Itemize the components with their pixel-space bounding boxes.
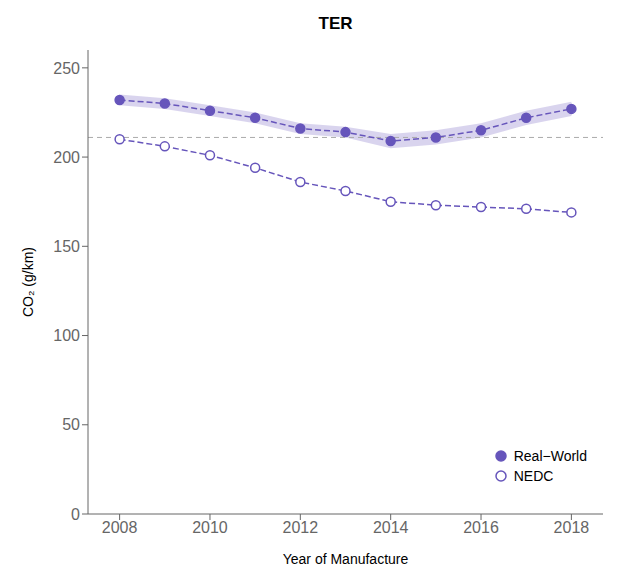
svg-text:50: 50	[62, 416, 80, 433]
svg-text:0: 0	[71, 506, 80, 523]
svg-text:100: 100	[53, 327, 80, 344]
html-text:NEDC: NEDC	[513, 468, 554, 484]
svg-text:2014: 2014	[373, 519, 409, 536]
svg-text:2016: 2016	[463, 519, 499, 536]
html-text:TER: TER	[318, 14, 353, 33]
svg-text:2010: 2010	[192, 519, 228, 536]
svg-text:200: 200	[53, 149, 80, 166]
svg-text:Year of Manufacture: Year of Manufacture	[283, 551, 409, 567]
svg-text:2008: 2008	[102, 519, 138, 536]
svg-text:250: 250	[53, 60, 80, 77]
svg-text:CO₂ (g/km): CO₂ (g/km)	[20, 247, 36, 317]
svg-text:2012: 2012	[283, 519, 319, 536]
svg-text:2018: 2018	[554, 519, 590, 536]
html-text:Real−World: Real−World	[513, 448, 587, 464]
svg-text:150: 150	[53, 238, 80, 255]
